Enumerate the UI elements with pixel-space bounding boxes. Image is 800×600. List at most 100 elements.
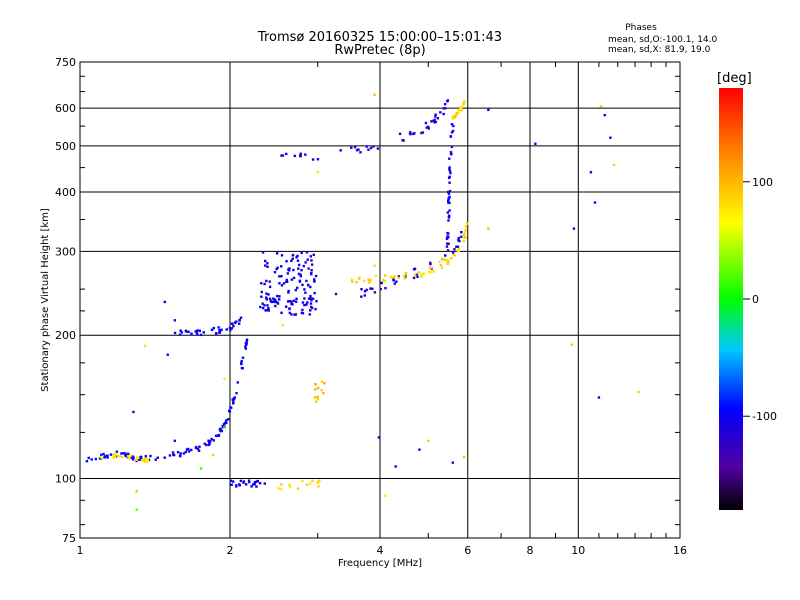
echo-point [290, 313, 293, 316]
echo-point [309, 309, 312, 312]
echo-point [314, 400, 318, 403]
echo-point [339, 149, 342, 152]
echo-point [448, 167, 451, 171]
echo-point [265, 279, 268, 283]
echo-point [266, 261, 269, 265]
echo-point [447, 235, 450, 239]
x-tick-label: 1 [77, 544, 84, 557]
echo-point [244, 341, 248, 345]
echo-point [394, 465, 397, 468]
echo-point [462, 239, 465, 243]
echo-point [100, 453, 103, 457]
echo-point [232, 397, 236, 400]
echo-point [294, 288, 297, 292]
echo-point [355, 281, 358, 284]
echo-point [445, 242, 449, 245]
echo-point [305, 279, 308, 283]
echo-point [266, 304, 269, 307]
echo-point [184, 450, 188, 454]
echo-point [235, 391, 238, 395]
echo-point [455, 111, 458, 115]
echo-point [85, 459, 89, 463]
x-axis-ticks: 1 2 4 6 8 10 16 [77, 62, 687, 557]
echo-point [299, 152, 302, 155]
echo-point [296, 259, 300, 262]
echo-point [264, 309, 267, 312]
echo-point [275, 252, 279, 255]
echo-point [309, 302, 313, 305]
echo-point [446, 211, 450, 214]
echo-point [223, 377, 226, 380]
echo-point [373, 291, 377, 294]
echo-point [241, 356, 245, 359]
echo-point [103, 456, 106, 459]
echo-point [280, 487, 283, 491]
echo-point [271, 300, 275, 304]
echo-point [293, 313, 296, 316]
echo-point [301, 283, 304, 287]
echo-point [612, 163, 616, 167]
echo-point [443, 103, 447, 106]
echo-point [350, 278, 354, 281]
echo-point [460, 230, 463, 234]
echo-point [442, 107, 445, 110]
echo-point [463, 231, 467, 235]
echo-point [391, 276, 394, 279]
echo-point [442, 112, 445, 116]
echo-point [265, 298, 268, 301]
echo-point [270, 300, 273, 304]
echo-point [135, 490, 138, 493]
echo-point [462, 101, 466, 105]
echo-point [238, 483, 241, 486]
echo-point [357, 148, 360, 151]
echo-point [382, 278, 385, 282]
echo-point [199, 333, 203, 337]
echo-point [187, 330, 190, 334]
echo-point [239, 479, 243, 483]
echo-point [422, 272, 426, 276]
echo-point [393, 282, 397, 285]
echo-point [261, 302, 264, 305]
echo-point [244, 345, 247, 348]
echo-point [221, 424, 224, 428]
echo-point [218, 328, 221, 332]
echo-point [413, 273, 417, 277]
echo-point [589, 171, 593, 174]
echo-point [227, 418, 230, 421]
phases-title: Phases [625, 23, 657, 33]
echo-point [313, 291, 316, 295]
echo-point [196, 333, 199, 336]
echo-point [130, 456, 133, 460]
echo-point [355, 149, 359, 152]
echo-point [301, 308, 304, 312]
echo-point [365, 145, 368, 148]
chart-title: Tromsø 20160325 15:00:00–15:01:43 [257, 30, 502, 45]
echo-point [216, 434, 219, 438]
echo-point [448, 209, 451, 212]
echo-point [196, 447, 200, 451]
echo-point [195, 445, 198, 449]
echo-point [434, 113, 437, 116]
echo-point [267, 309, 271, 312]
echo-point [452, 253, 456, 257]
echo-point [255, 485, 258, 488]
echo-point [263, 482, 267, 485]
echo-point [439, 111, 442, 114]
echo-point [113, 453, 117, 457]
echo-point [264, 296, 268, 299]
echo-point [172, 453, 175, 457]
echo-point [448, 166, 451, 169]
echo-point [417, 271, 420, 274]
echo-point [304, 291, 307, 294]
echo-point [290, 259, 293, 263]
echo-point [412, 132, 415, 136]
echo-point [448, 195, 451, 199]
echo-point [207, 439, 210, 442]
echo-point [179, 452, 182, 455]
echo-point [297, 263, 301, 267]
echo-point [229, 406, 232, 409]
echo-point [293, 154, 297, 158]
echo-point [362, 279, 366, 283]
echo-point [419, 275, 423, 278]
echo-point [444, 254, 447, 257]
